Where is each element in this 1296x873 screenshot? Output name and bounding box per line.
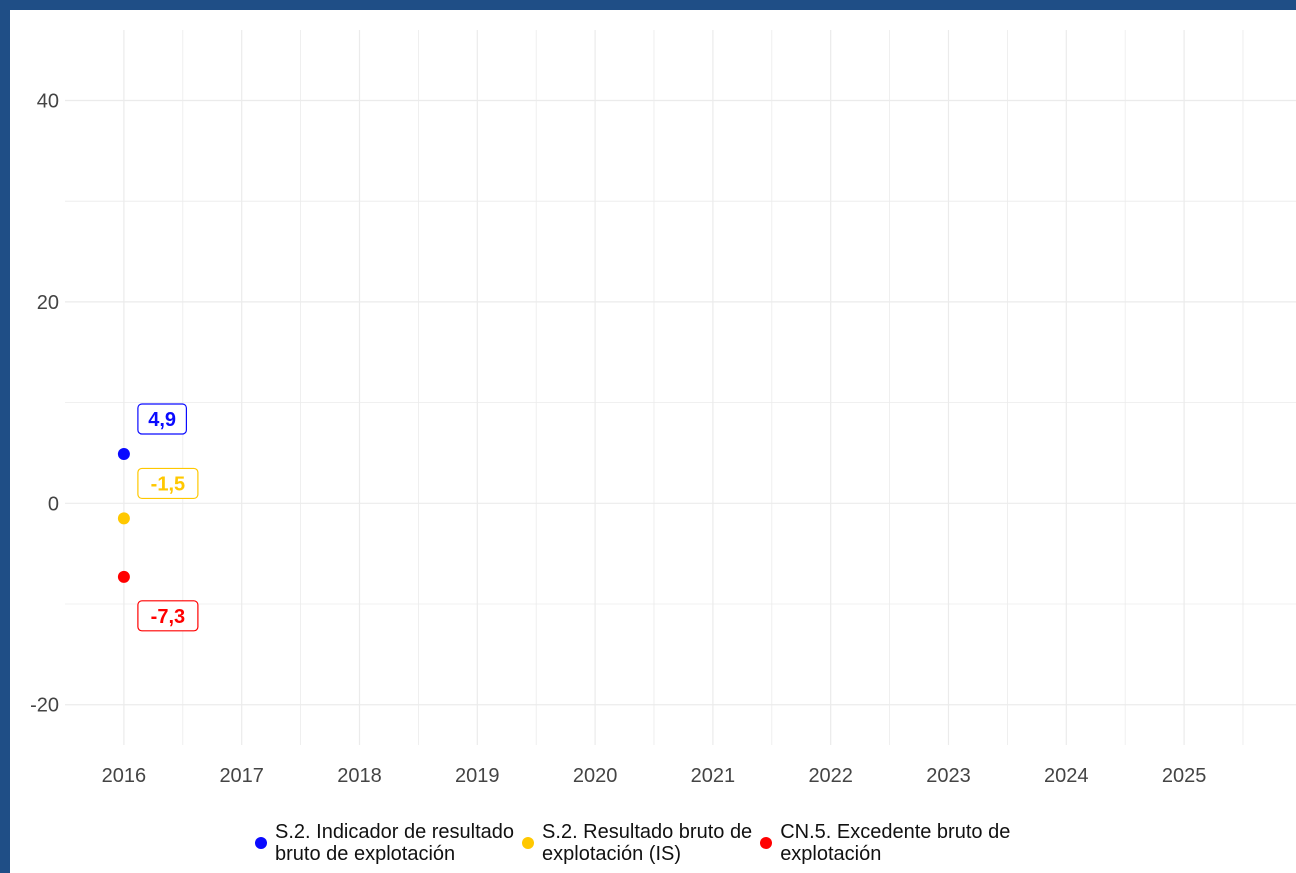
x-tick-label: 2019 [455,765,500,787]
x-tick-label: 2024 [1044,765,1089,787]
legend-item-s2-indicador: S.2. Indicador de resultado bruto de exp… [255,821,514,865]
data-label: -7,3 [151,606,185,628]
data-point [117,447,130,460]
legend-dot-icon [255,837,267,849]
data-point [117,512,130,525]
data-label-box [137,403,187,435]
legend: S.2. Indicador de resultado bruto de exp… [255,821,1010,865]
y-tick-label: -20 [30,695,59,717]
data-label: -1,5 [151,473,185,495]
legend-item-s2-resultado: S.2. Resultado bruto de explotación (IS) [522,821,752,865]
legend-label: S.2. Resultado bruto de explotación (IS) [542,821,753,865]
y-tick-label: 0 [48,493,59,515]
scatter-chart: 40 20 0 -20 2016 2017 2018 2019 2020 2021 2022 2023… [30,30,1296,787]
legend-label: CN.5. Excedente bruto de explotación [780,821,1011,865]
x-tick-label: 2020 [573,765,618,787]
legend-dot-icon [760,837,773,849]
data-point [117,570,130,583]
chart-frame: 40 20 0 -20 2016 2017 2018 2019 2020 2021 2022 2023… [10,10,1296,873]
x-tick-label: 2021 [691,765,736,787]
data-label: 4,9 [148,409,176,431]
point-layer [117,447,130,583]
x-tick-label: 2017 [219,765,264,787]
tick-layer: 40 20 0 -20 2016 2017 2018 2019 2020 2021 2022 2023… [30,90,1206,787]
legend-item-cn5-excedente: CN.5. Excedente bruto de explotación [760,821,1010,865]
y-tick-label: 40 [37,90,59,112]
legend-label: S.2. Indicador de resultado bruto de exp… [275,821,515,865]
label-layer: 4,9 -1,5 -7,3 [137,403,199,632]
x-tick-label: 2023 [926,765,971,787]
x-tick-label: 2018 [337,765,382,787]
y-tick-label: 20 [37,292,59,314]
x-tick-label: 2022 [808,765,853,787]
grid-layer [65,30,1296,745]
legend-dot-icon [522,837,535,849]
data-label-box [137,467,199,500]
x-tick-label: 2016 [102,765,147,787]
data-label-box [137,600,199,632]
x-tick-label: 2025 [1162,765,1207,787]
